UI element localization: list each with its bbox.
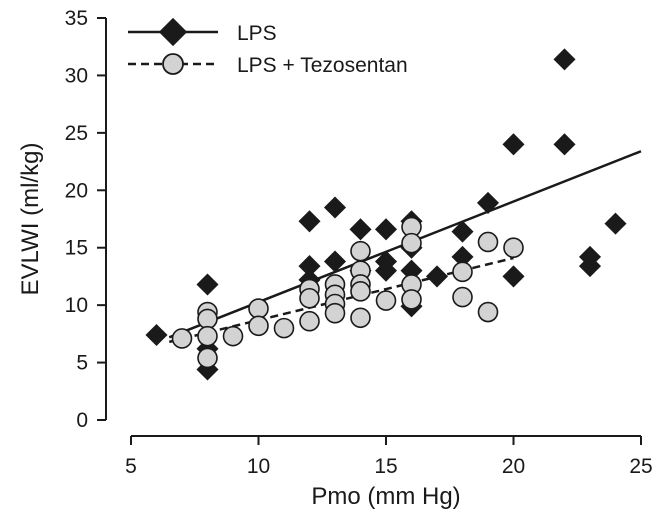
lps-tezosentan-point bbox=[197, 325, 218, 347]
lps-point bbox=[323, 250, 347, 273]
lps-tezosentan-fit-line bbox=[168, 256, 514, 344]
lps-point bbox=[425, 265, 449, 288]
lps-point bbox=[374, 218, 398, 241]
lps-point bbox=[451, 220, 474, 243]
data-markers bbox=[145, 48, 627, 381]
lps-tezosentan-point bbox=[477, 231, 499, 253]
x-tick-label: 10 bbox=[247, 455, 270, 478]
lps-tezosentan-point bbox=[350, 281, 371, 302]
lps-tezosentan-point bbox=[401, 232, 422, 254]
lps-point bbox=[578, 255, 602, 278]
lps-tezosentan-point bbox=[477, 301, 499, 323]
lps-tezosentan-point bbox=[452, 286, 473, 308]
y-tick-label: 20 bbox=[65, 179, 88, 202]
legend: LPS LPS + Tezosentan bbox=[128, 17, 408, 77]
lps-point bbox=[553, 133, 576, 156]
lps-point bbox=[374, 259, 398, 282]
y-tick-label: 10 bbox=[65, 294, 88, 317]
y-tick-label: 30 bbox=[65, 64, 88, 87]
y-tick-label: 5 bbox=[76, 352, 88, 375]
x-tick-label: 25 bbox=[629, 455, 652, 478]
lps-tezosentan-point bbox=[401, 289, 422, 310]
lps-point bbox=[196, 273, 219, 296]
lps-tezosentan-point bbox=[197, 308, 218, 330]
x-tick-label: 15 bbox=[374, 455, 397, 478]
legend-tezosentan-label: LPS + Tezosentan bbox=[237, 54, 408, 77]
lps-point bbox=[604, 212, 627, 235]
lps-tezosentan-point bbox=[197, 347, 218, 369]
lps-point bbox=[502, 133, 525, 156]
legend-item-lps: LPS bbox=[128, 17, 277, 47]
legend-lps-diamond-icon bbox=[158, 17, 188, 47]
lps-tezosentan-point bbox=[324, 302, 346, 324]
lps-tezosentan-point bbox=[503, 237, 524, 259]
y-axis-title: EVLWI (ml/kg) bbox=[17, 143, 44, 296]
lps-point bbox=[451, 245, 474, 268]
y-tick-label: 15 bbox=[65, 237, 88, 260]
lps-tezosentan-point bbox=[248, 298, 269, 319]
plot-area: 0 5 10 15 20 25 30 35 5 10 15 20 25 bbox=[65, 7, 653, 478]
lps-point bbox=[553, 48, 576, 71]
lps-tezosentan-point bbox=[375, 290, 397, 311]
y-axis-ticks: 0 5 10 15 20 25 30 35 bbox=[65, 7, 106, 432]
lps-point bbox=[145, 323, 168, 347]
legend-lps-label: LPS bbox=[237, 22, 277, 45]
lps-tezosentan-point bbox=[171, 328, 193, 349]
lps-point bbox=[349, 218, 372, 241]
lps-tezosentan-point bbox=[452, 261, 473, 283]
lps-tezosentan-point bbox=[273, 317, 295, 339]
lps-tezosentan-point bbox=[248, 315, 269, 337]
legend-tezosentan-circle-icon bbox=[162, 53, 184, 75]
x-tick-label: 20 bbox=[502, 455, 525, 478]
x-axis-title: Pmo (mm Hg) bbox=[311, 483, 460, 510]
lps-tezosentan-point bbox=[299, 310, 320, 332]
x-axis-ticks: 5 10 15 20 25 bbox=[125, 436, 653, 478]
lps-point bbox=[323, 196, 347, 219]
y-tick-label: 35 bbox=[65, 7, 88, 30]
y-tick-label: 0 bbox=[76, 409, 88, 432]
lps-point bbox=[476, 191, 500, 214]
lps-point bbox=[298, 210, 321, 233]
legend-item-lps-tezosentan: LPS + Tezosentan bbox=[128, 53, 408, 77]
x-tick-label: 5 bbox=[125, 455, 137, 478]
lps-point bbox=[298, 255, 321, 278]
lps-tezosentan-point bbox=[299, 287, 320, 309]
lps-tezosentan-point bbox=[350, 307, 371, 329]
lps-tezosentan-point bbox=[350, 240, 371, 262]
lps-tezosentan-point bbox=[222, 325, 244, 347]
y-tick-label: 25 bbox=[65, 122, 88, 145]
lps-point bbox=[502, 265, 525, 288]
